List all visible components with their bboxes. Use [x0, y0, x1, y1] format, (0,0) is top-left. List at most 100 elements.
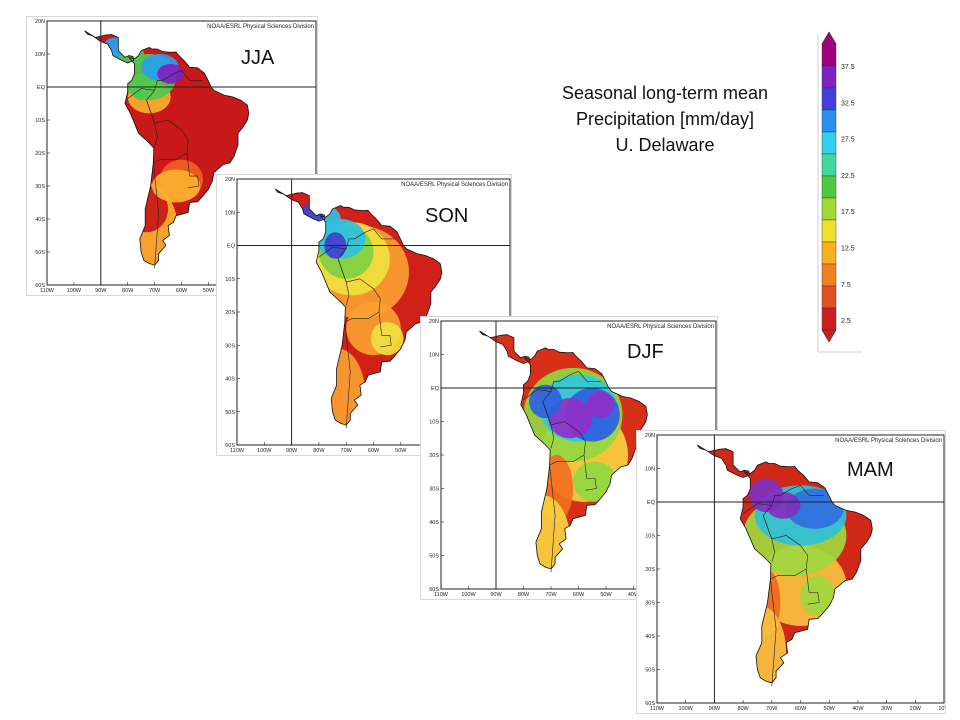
lat-tick-label: 30S — [429, 487, 439, 493]
lat-tick-label: 40S — [429, 520, 439, 526]
precip-blob — [157, 63, 185, 84]
country-border — [186, 152, 200, 188]
lat-tick-label: 20S — [645, 567, 655, 573]
lat-tick-label: 10S — [429, 420, 439, 426]
credit-text: NOAA/ESRL Physical Sciences Division — [607, 324, 714, 330]
lon-tick-label: 60W — [795, 706, 807, 712]
lat-tick-label: 40S — [225, 377, 235, 383]
lon-tick-label: 60W — [368, 448, 380, 454]
colorbar-label: 17.5 — [841, 209, 855, 216]
title-line-2: Precipitation [mm/day] — [575, 109, 755, 129]
lon-tick-label: 80W — [313, 448, 325, 454]
colorbar-swatch — [821, 241, 837, 265]
lat-tick-label: 10S — [35, 118, 45, 124]
country-border — [542, 401, 555, 449]
colorbar-label: 37.5 — [841, 64, 855, 71]
colorbar-label: 2.5 — [841, 318, 851, 325]
colorbar-swatch — [821, 65, 837, 89]
lon-tick-label: 90W — [490, 592, 502, 598]
precip-map-son: NOAA/ESRL Physical Sciences Division 20N 1… — [225, 177, 511, 454]
lat-tick-label: 50S — [225, 410, 235, 416]
lon-tick-label: 110W — [40, 288, 55, 294]
lat-tick-label: 20N — [645, 433, 655, 439]
lat-tick-label: 10N — [429, 353, 439, 359]
country-border — [318, 246, 347, 258]
precip-blob — [786, 488, 844, 529]
season-label-djf: DJF — [627, 341, 664, 363]
country-border — [549, 461, 557, 573]
title-line-3: U. Delaware — [615, 135, 715, 155]
country-border — [378, 311, 392, 348]
lon-tick-label: 90W — [709, 706, 721, 712]
lat-tick-label: 20S — [35, 151, 45, 157]
colorbar-swatch — [821, 131, 837, 155]
lat-tick-label: EQ — [37, 85, 46, 91]
lon-tick-label: 100W — [257, 448, 272, 454]
map-title: Seasonal long-term mean Precipitation [m… — [508, 80, 822, 158]
lat-tick-label: 10S — [645, 534, 655, 540]
lat-tick-label: 10N — [35, 52, 45, 58]
precip-blob — [586, 391, 615, 419]
precip-blob — [800, 575, 835, 616]
lat-tick-label: 60S — [429, 587, 439, 593]
lon-tick-label: 80W — [518, 592, 530, 598]
lon-tick-label: 70W — [766, 706, 778, 712]
lat-tick-label: 50S — [645, 668, 655, 674]
country-border — [152, 159, 161, 269]
coastline-south-america — [315, 205, 443, 426]
lat-tick-label: 20N — [35, 19, 45, 25]
precip-colorbar: 37.5 32.5 27.5 22.5 17.5 12.5 7.5 2.5 — [817, 31, 862, 353]
precip-blob — [151, 169, 201, 203]
colorbar-swatch — [821, 307, 837, 331]
map-panel-mam: NOAA/ESRL Physical Sciences Division 20N 1… — [636, 430, 946, 714]
coastline-south-america — [520, 347, 648, 570]
country-border — [762, 515, 776, 563]
coastline-central-america — [274, 188, 326, 222]
colorbar-swatch — [821, 219, 837, 243]
lat-tick-label: 40S — [35, 217, 45, 223]
lon-tick-label: 10W — [938, 706, 945, 712]
lat-tick-label: EQ — [431, 386, 440, 392]
lat-tick-label: EQ — [227, 244, 236, 250]
lat-tick-label: 30S — [225, 343, 235, 349]
country-border — [337, 228, 396, 319]
precip-blob — [370, 321, 404, 356]
coastline-central-america — [84, 30, 135, 64]
colorbar-arrow-bottom — [821, 329, 837, 343]
lon-tick-label: 40W — [628, 592, 640, 598]
map-panel-son: NOAA/ESRL Physical Sciences Division 20N 1… — [216, 174, 512, 456]
country-border — [337, 258, 350, 306]
lon-tick-label: 50W — [395, 448, 407, 454]
colorbar-label: 7.5 — [841, 282, 851, 289]
lat-tick-label: 20S — [225, 310, 235, 316]
lon-tick-label: 110W — [650, 706, 665, 712]
colorbar-swatch — [821, 285, 837, 309]
country-border — [146, 100, 158, 147]
season-label-jja: JJA — [241, 47, 275, 69]
lon-tick-label: 50W — [600, 592, 612, 598]
credit-text: NOAA/ESRL Physical Sciences Division — [207, 24, 314, 30]
coastline-central-america — [479, 330, 530, 364]
lat-tick-label: 20S — [429, 453, 439, 459]
coastline-south-america — [124, 46, 250, 266]
colorbar-label: 22.5 — [841, 173, 855, 180]
lat-tick-label: 10N — [225, 210, 235, 216]
precip-map-mam: NOAA/ESRL Physical Sciences Division 20N 1… — [645, 433, 945, 712]
country-border — [805, 568, 820, 605]
lon-tick-label: 60W — [176, 288, 188, 294]
lon-tick-label: 90W — [286, 448, 298, 454]
colorbar-arrow-top — [821, 31, 837, 45]
coastline-south-america — [739, 461, 873, 684]
season-label-mam: MAM — [847, 459, 894, 481]
colorbar-swatch — [821, 175, 837, 199]
lat-tick-label: 50S — [35, 250, 45, 256]
country-border — [344, 318, 352, 429]
lon-tick-label: 80W — [122, 288, 134, 294]
credit-text: NOAA/ESRL Physical Sciences Division — [401, 182, 508, 188]
country-border — [542, 370, 601, 462]
lat-tick-label: 10S — [225, 277, 235, 283]
map-panel-jja: NOAA/ESRL Physical Sciences Division 20N 1… — [26, 16, 318, 296]
lon-tick-label: 100W — [461, 592, 476, 598]
lat-tick-label: 20N — [429, 319, 439, 325]
lat-tick-label: 20N — [225, 177, 235, 183]
